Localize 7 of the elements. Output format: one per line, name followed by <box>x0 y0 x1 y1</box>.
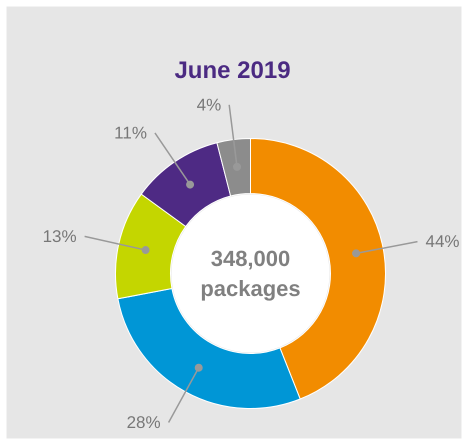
data-label: 4% <box>196 95 222 114</box>
data-label: 44% <box>425 232 460 252</box>
data-label: 13% <box>42 226 77 246</box>
data-label: 28% <box>126 412 161 432</box>
chart-title: June 2019 <box>174 57 291 84</box>
text: 348,000 packages <box>200 246 301 301</box>
data-label: 11% <box>114 123 147 142</box>
